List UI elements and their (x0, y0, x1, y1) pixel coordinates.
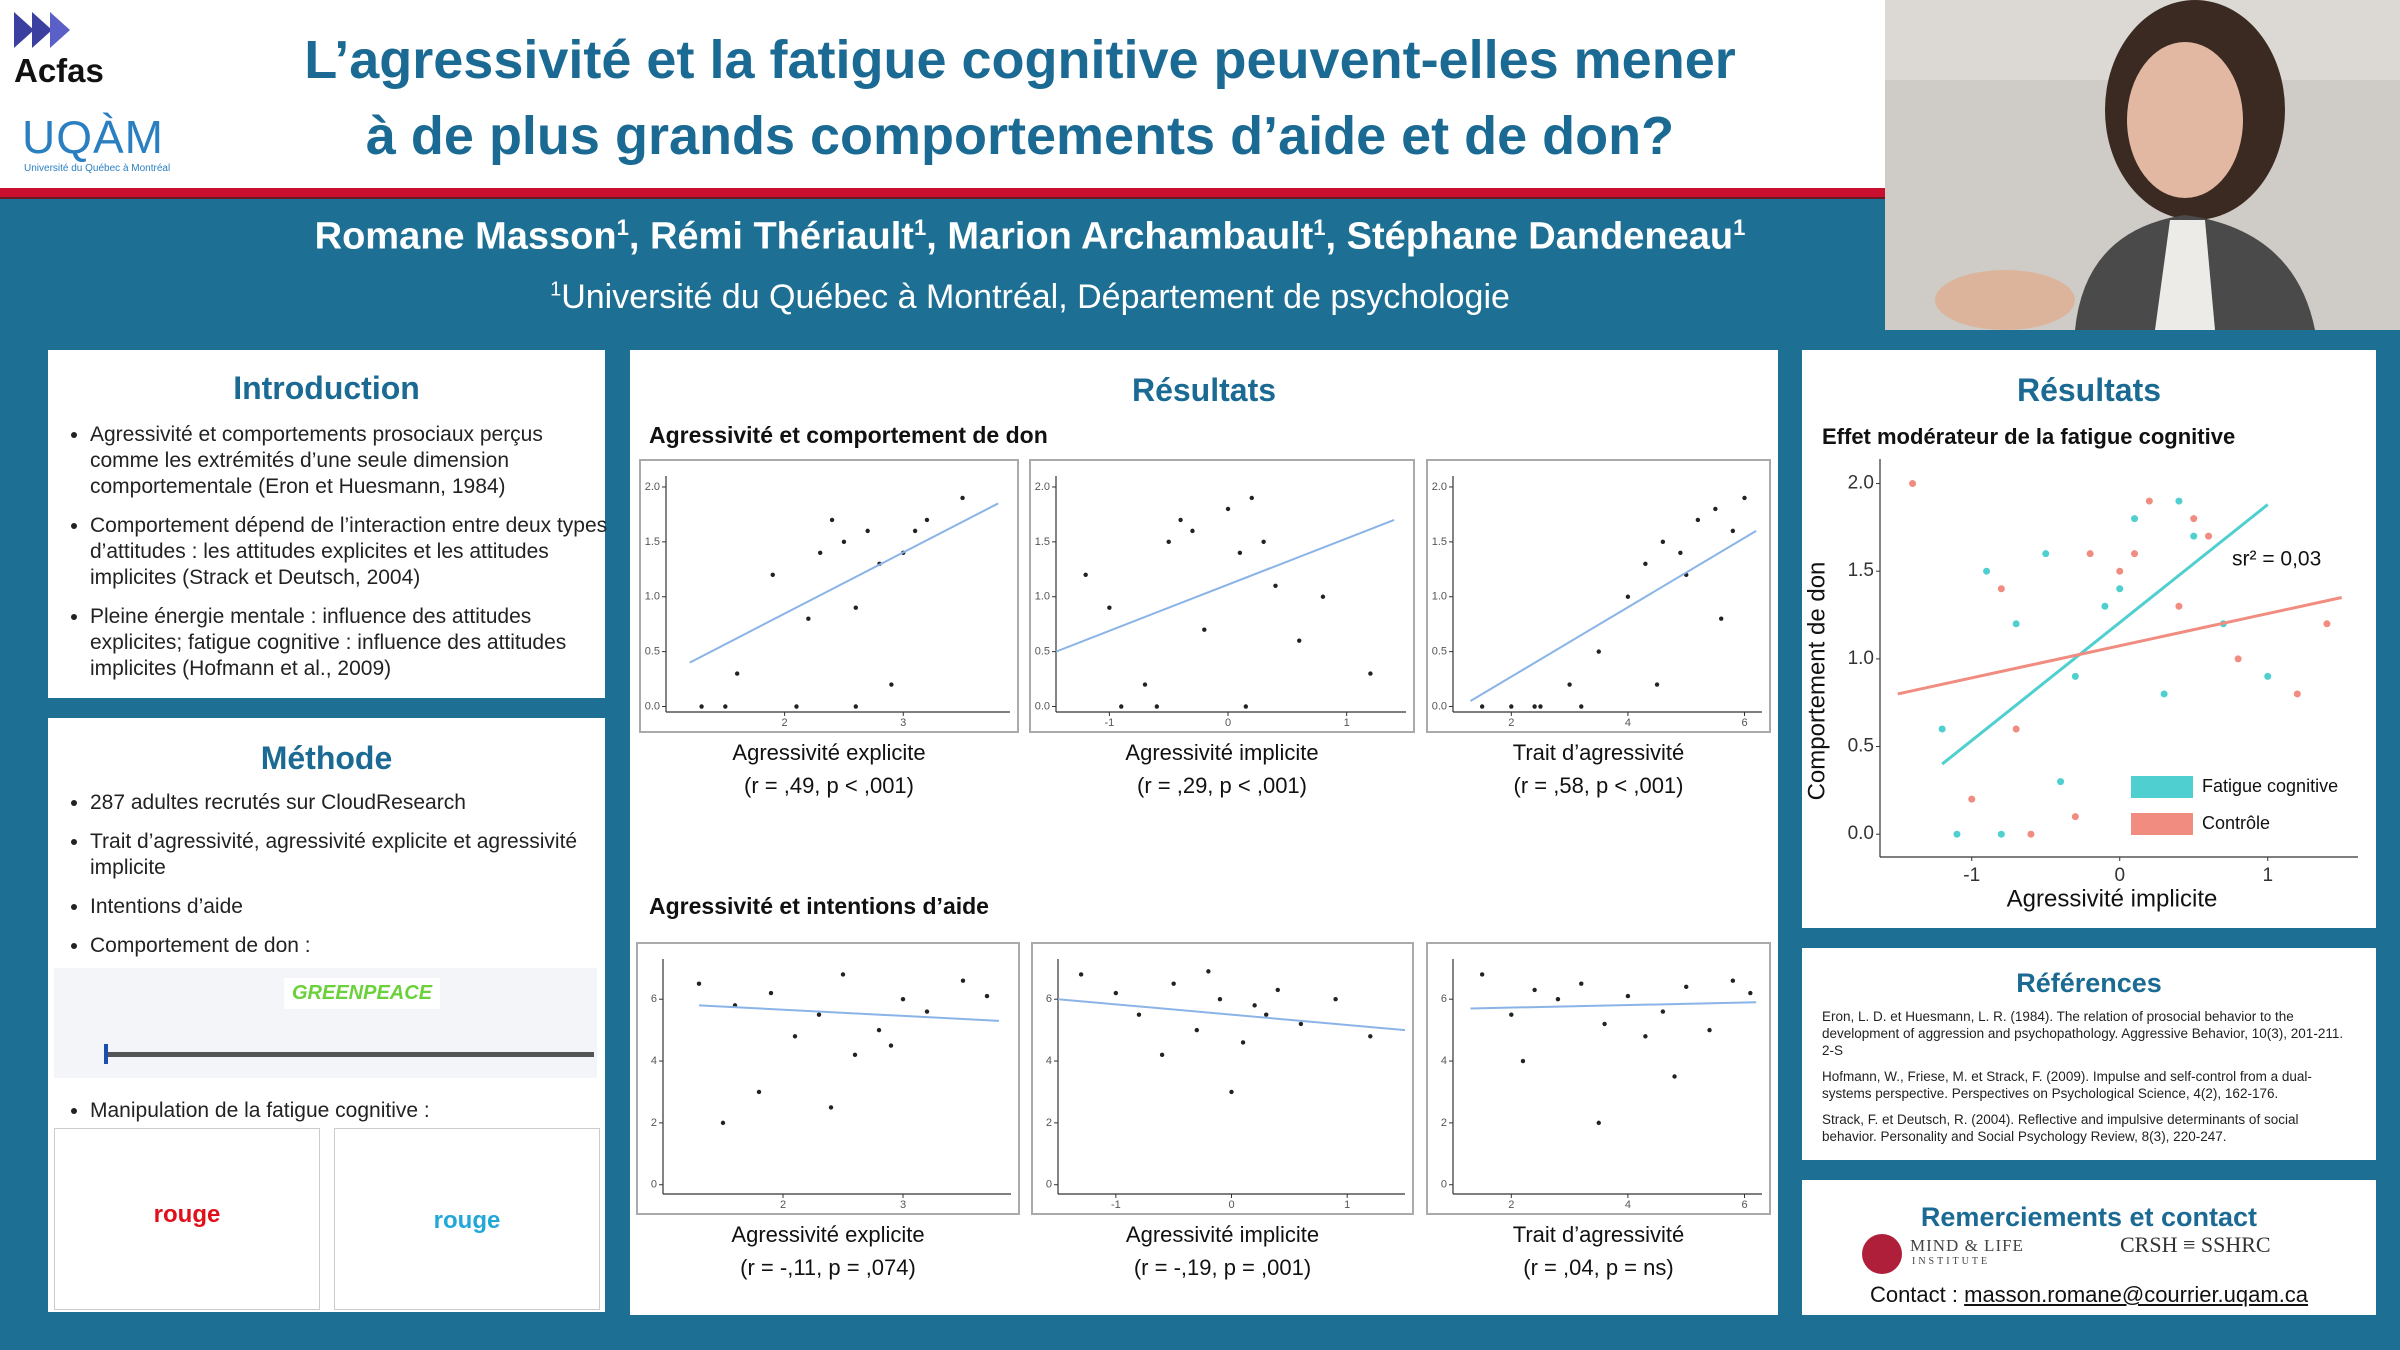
author-sep: , (926, 215, 948, 258)
logo-mindlife-sub: INSTITUTE (1912, 1256, 1991, 1267)
stroop-word: rouge (153, 1201, 221, 1228)
method-panel: Méthode 287 adultes recrutés sur CloudRe… (48, 718, 605, 1312)
acfas-chevrons (14, 12, 70, 48)
reference: Eron, L. D. et Huesmann, L. R. (1984). T… (1822, 1009, 2344, 1058)
authors: Romane Masson1, Rémi Thériault1, Marion … (0, 215, 2060, 259)
slider-thumb (104, 1044, 108, 1064)
bullet: Pleine énergie mentale : influence des a… (90, 604, 610, 682)
author-sup: 1 (616, 215, 629, 240)
author-sup: 1 (1733, 215, 1746, 240)
moderation-panel: Résultats Effet modérateur de la fatigue… (1802, 350, 2376, 928)
reference: Strack, F. et Deutsch, R. (2004). Reflec… (1822, 1112, 2299, 1144)
panel-title: Résultats (1131, 372, 1277, 408)
author-sup: 1 (1313, 215, 1326, 240)
title-line: L’agressivité et la fatigue cognitive pe… (304, 30, 1736, 90)
contact-label: Contact : (1869, 1282, 1958, 1307)
affiliation-sup: 1 (550, 278, 562, 301)
bullet: Trait d’agressivité, agressivité explici… (90, 829, 610, 881)
logo-acfas: Acfas (14, 52, 104, 89)
author-sup: 1 (913, 215, 927, 240)
bullet: 287 adultes recrutés sur CloudResearch (90, 790, 610, 816)
author-sep: , (1325, 215, 1347, 258)
method-list: Manipulation de la fatigue cognitive : (62, 1098, 610, 1137)
author-name: Romane Masson (314, 215, 617, 258)
logo-mindlife: MIND & LIFE (1910, 1236, 2024, 1255)
greenpeace-logo: GREENPEACE (284, 978, 441, 1009)
header-rule (0, 188, 1885, 199)
author-sep: , (628, 215, 650, 258)
bullet: Comportement dépend de l’interaction ent… (90, 513, 610, 591)
intro-list: Agressivité et comportements prosociaux … (62, 422, 610, 695)
stroop-card: rouge (334, 1128, 600, 1310)
bullet: Agressivité et comportements prosociaux … (90, 422, 610, 500)
logo-uqam: UQÀM (22, 111, 164, 163)
slider-track (104, 1052, 594, 1057)
panel-title: Introduction (233, 370, 420, 406)
panel-title: Références (2016, 968, 2162, 998)
mindlife-icon (1862, 1234, 1902, 1274)
bullet: Manipulation de la fatigue cognitive : (90, 1098, 610, 1124)
intro-panel: Introduction Agressivité et comportement… (48, 350, 607, 698)
donation-slider: GREENPEACE (54, 968, 597, 1078)
affiliation: 1Université du Québec à Montréal, Départ… (0, 278, 2060, 317)
bullet: Intentions d’aide (90, 894, 610, 920)
author-name: Marion Archambault (947, 215, 1314, 258)
presenter-video (1885, 0, 2400, 330)
panel-title: Méthode (260, 740, 393, 776)
title-line: à de plus grands comportements d’aide et… (365, 106, 1675, 166)
contact-line: Contact : masson.romane@courrier.uqam.ca (1802, 1282, 2376, 1308)
bullet: Comportement de don : (90, 933, 610, 959)
references-list: Eron, L. D. et Huesmann, L. R. (1984). T… (1822, 1008, 2352, 1154)
logo-uqam-sub: Université du Québec à Montréal (24, 163, 171, 174)
references-panel: Références Eron, L. D. et Huesmann, L. R… (1802, 948, 2376, 1160)
author-name: Stéphane Dandeneau (1346, 215, 1734, 258)
method-list: 287 adultes recrutés sur CloudResearch Tr… (62, 790, 610, 959)
affiliation-text: Université du Québec à Montréal, Départe… (561, 278, 1510, 316)
panel-title: Résultats (2016, 372, 2162, 408)
author-name: Rémi Thériault (649, 215, 914, 258)
contact-email[interactable]: masson.romane@courrier.uqam.ca (1964, 1282, 2309, 1307)
contact-panel: Remerciements et contact MIND & LIFE INS… (1802, 1180, 2376, 1315)
stroop-card: rouge (54, 1128, 320, 1310)
logo-crsh: CRSH ≡ SSHRC (2120, 1232, 2271, 1257)
panel-title: Remerciements et contact (1920, 1202, 2258, 1232)
results-panel: Résultats (630, 350, 1778, 1315)
chart-subtitle: Effet modérateur de la fatigue cognitive (1822, 424, 2236, 449)
reference: Hofmann, W., Friese, M. et Strack, F. (2… (1822, 1069, 2312, 1101)
header (0, 0, 1885, 188)
title: L’agressivité et la fatigue cognitive pe… (150, 22, 1890, 174)
stroop-word: rouge (433, 1207, 501, 1234)
